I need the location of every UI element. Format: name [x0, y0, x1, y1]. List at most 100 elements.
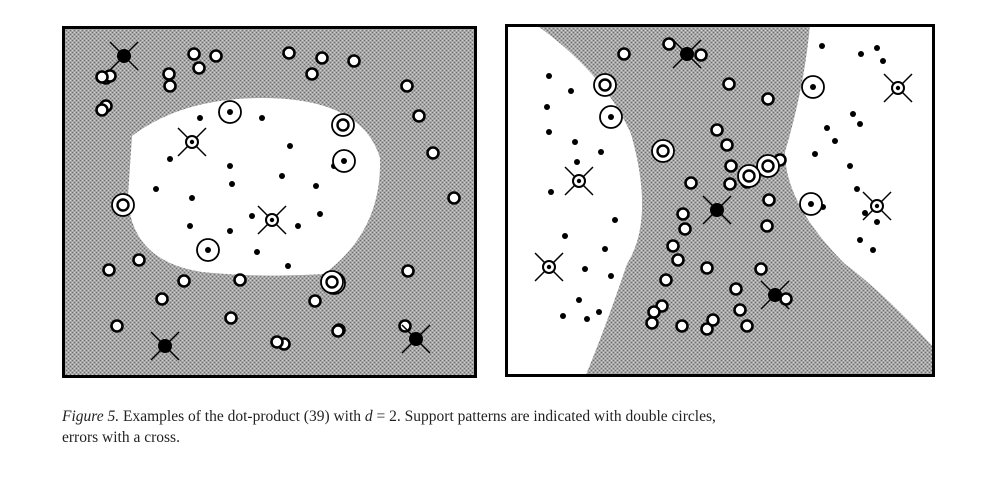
class-dot: [249, 213, 255, 219]
class-circle: [347, 54, 361, 68]
class-dot: [870, 247, 876, 253]
class-circle: [132, 253, 146, 267]
class-circle: [110, 319, 124, 333]
class-dot: [285, 263, 291, 269]
class-dot: [189, 195, 195, 201]
caption-text-2: = 2. Support patterns are indicated with…: [376, 408, 716, 425]
class-dot: [287, 143, 293, 149]
class-circle: [308, 294, 322, 308]
class-dot: [812, 151, 818, 157]
class-dot: [187, 223, 193, 229]
class-circle: [282, 46, 296, 60]
support-pattern-dot: [332, 149, 356, 173]
class-circle: [95, 70, 109, 84]
class-circle: [694, 48, 708, 62]
error-cross: [883, 73, 913, 103]
class-circle: [684, 176, 698, 190]
class-circle: [270, 335, 284, 349]
support-pattern-dot: [801, 75, 825, 99]
class-circle: [760, 219, 774, 233]
class-dot: [612, 217, 618, 223]
support-pattern-circle: [651, 139, 675, 163]
caption-line-2: errors with a cross.: [62, 429, 180, 446]
class-circle: [678, 222, 692, 236]
class-dot: [576, 297, 582, 303]
class-circle: [645, 316, 659, 330]
error-cross: [862, 191, 892, 221]
error-cross: [177, 127, 207, 157]
figure-caption: Figure 5. Examples of the dot-product (3…: [62, 406, 942, 448]
class-dot: [880, 58, 886, 64]
class-circle: [710, 123, 724, 137]
class-circle: [675, 319, 689, 333]
class-dot: [546, 73, 552, 79]
support-pattern-circle: [320, 270, 344, 294]
class-circle: [720, 138, 734, 152]
class-dot: [857, 121, 863, 127]
class-circle: [155, 292, 169, 306]
class-circle: [700, 261, 714, 275]
class-dot: [313, 183, 319, 189]
class-circle: [95, 103, 109, 117]
class-dot: [854, 186, 860, 192]
class-dot: [560, 313, 566, 319]
class-dot: [548, 189, 554, 195]
class-circle: [305, 67, 319, 81]
plot-panel-left: [62, 26, 477, 378]
class-dot: [862, 210, 868, 216]
support-pattern-dot: [218, 100, 242, 124]
class-circle: [740, 319, 754, 333]
class-circle: [723, 177, 737, 191]
class-dot: [254, 249, 260, 255]
class-circle: [676, 207, 690, 221]
class-dot: [227, 228, 233, 234]
support-pattern-circle: [331, 113, 355, 137]
class-dot: [832, 138, 838, 144]
class-dot: [227, 163, 233, 169]
class-circle: [447, 191, 461, 205]
class-circle: [729, 282, 743, 296]
class-circle: [754, 262, 768, 276]
support-pattern-circle: [737, 164, 761, 188]
class-dot: [858, 51, 864, 57]
class-circle: [224, 311, 238, 325]
class-dot: [544, 104, 550, 110]
class-circle: [724, 159, 738, 173]
error-cross: [257, 205, 287, 235]
class-dot: [608, 273, 614, 279]
class-dot: [857, 237, 863, 243]
class-dot: [562, 233, 568, 239]
support-pattern-dot: [196, 238, 220, 262]
error-cross: [534, 252, 564, 282]
class-dot: [598, 149, 604, 155]
support-pattern-circle: [593, 73, 617, 97]
class-circle: [722, 77, 736, 91]
region-class-white-right: [785, 24, 935, 349]
class-dot: [574, 159, 580, 165]
class-dot: [874, 219, 880, 225]
class-circle: [177, 274, 191, 288]
class-circle: [209, 49, 223, 63]
support-pattern-dot: [799, 192, 823, 216]
plot-panel-right: [505, 24, 935, 377]
class-dot: [874, 45, 880, 51]
class-dot: [317, 211, 323, 217]
class-circle: [192, 61, 206, 75]
class-dot: [582, 266, 588, 272]
panel-frame: [62, 26, 477, 378]
class-dot: [279, 173, 285, 179]
class-dot: [259, 115, 265, 121]
class-circle: [163, 79, 177, 93]
class-circle: [315, 51, 329, 65]
caption-text: Examples of the dot-product (39) with: [123, 408, 362, 425]
support-pattern-circle: [756, 154, 780, 178]
class-circle: [761, 92, 775, 106]
error-cross: [401, 324, 431, 354]
class-dot: [850, 111, 856, 117]
class-circle: [617, 47, 631, 61]
class-dot: [824, 125, 830, 131]
caption-label: Figure 5.: [62, 408, 120, 425]
error-cross: [150, 331, 180, 361]
class-dot: [153, 186, 159, 192]
